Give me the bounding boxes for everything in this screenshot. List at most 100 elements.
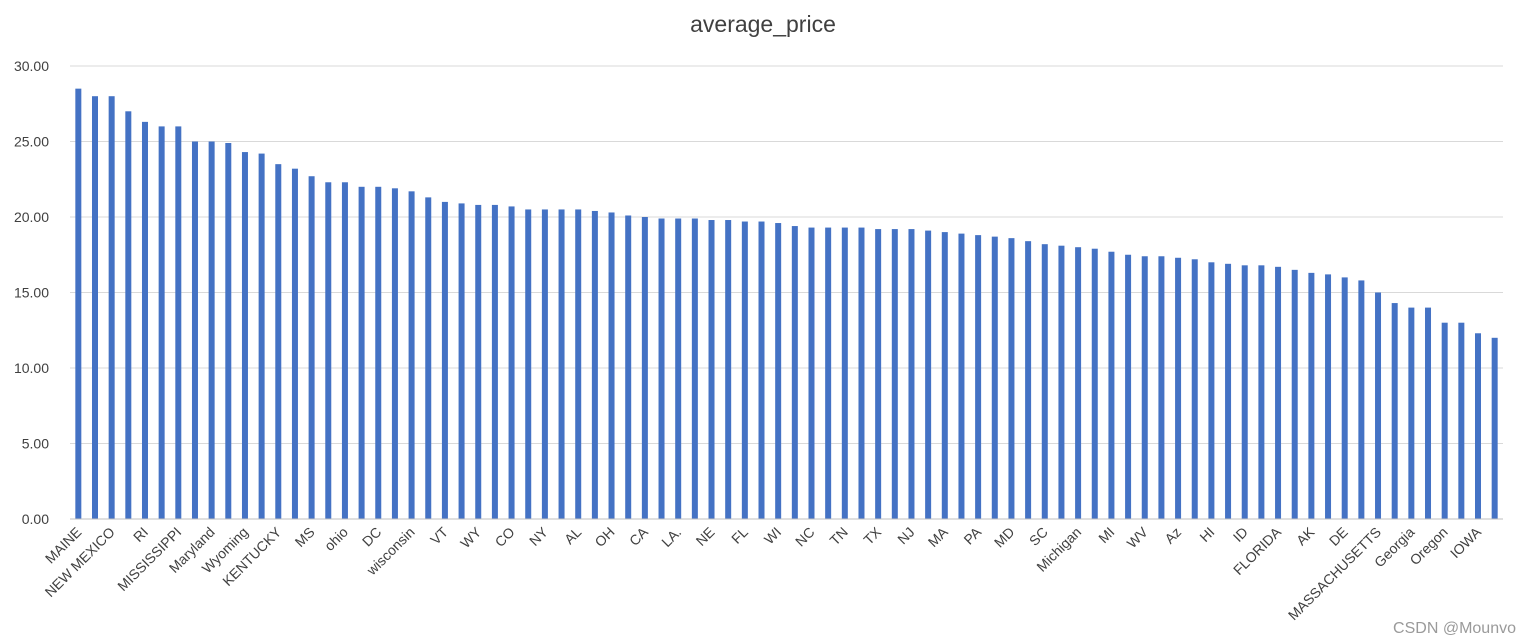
y-tick-label: 10.00 [14, 360, 49, 376]
bar [375, 186, 382, 520]
bar [591, 210, 598, 519]
bar [991, 236, 998, 519]
bar [958, 233, 965, 520]
x-tick-label: HI [1196, 524, 1217, 545]
x-tick-label: Az [1161, 524, 1184, 547]
x-tick-label: LA. [658, 524, 684, 550]
bar [191, 141, 198, 519]
bar [825, 227, 832, 519]
bar [308, 176, 315, 520]
bar [75, 88, 82, 520]
x-tick-label: OH [591, 524, 617, 550]
x-tick-label: CO [492, 524, 518, 550]
bar [908, 229, 915, 519]
bar [575, 209, 582, 519]
y-tick-label: 15.00 [14, 285, 49, 301]
bar [658, 218, 665, 519]
bar [391, 188, 398, 519]
bars [75, 88, 1498, 520]
bar [808, 227, 815, 519]
bar [1308, 272, 1315, 519]
bar [508, 206, 515, 519]
bar [925, 230, 932, 519]
bar [1491, 337, 1498, 519]
bar [558, 209, 565, 519]
bar [1191, 259, 1198, 519]
bar [275, 164, 282, 519]
bar [941, 232, 948, 519]
bar [241, 152, 248, 519]
x-tick-label: Oregon [1406, 524, 1450, 568]
bar [725, 220, 732, 519]
bar [1091, 248, 1098, 519]
bar [125, 111, 132, 520]
bar [608, 212, 615, 519]
x-tick-label: WY [457, 523, 485, 551]
x-tick-label: MA [925, 523, 952, 550]
bar [1475, 333, 1482, 519]
x-tick-label: TX [860, 523, 884, 547]
x-tick-label: ohio [321, 524, 351, 554]
bar [325, 182, 332, 519]
bar [791, 226, 798, 519]
bar [408, 191, 415, 519]
bar [175, 126, 182, 520]
bar [741, 221, 748, 519]
bar [525, 209, 532, 519]
x-tick-label: TN [826, 524, 851, 549]
x-tick-label: VT [427, 523, 451, 547]
bar [975, 235, 982, 519]
x-tick-label: FL [728, 524, 751, 547]
x-tick-label: NY [526, 523, 552, 549]
bar [641, 217, 648, 519]
x-tick-label: AK [1293, 523, 1318, 548]
bar [1075, 247, 1082, 519]
y-tick-label: 20.00 [14, 209, 49, 225]
y-tick-label: 25.00 [14, 134, 49, 150]
x-tick-label: ID [1230, 524, 1251, 545]
y-tick-label: 30.00 [14, 58, 49, 74]
bar [675, 218, 682, 519]
bar [158, 126, 165, 520]
bar [1375, 292, 1382, 519]
bar [458, 203, 465, 519]
bar [1391, 303, 1398, 519]
bar [1041, 244, 1048, 519]
bar [1408, 307, 1415, 519]
bar [1358, 280, 1365, 519]
bar [1275, 266, 1282, 519]
bar [625, 215, 632, 520]
bar [1141, 256, 1148, 519]
bar [541, 209, 548, 519]
bar [225, 143, 232, 519]
x-tick-label: AL [561, 524, 585, 548]
bar [858, 227, 865, 519]
x-tick-label: NE [693, 524, 718, 549]
x-tick-label: MD [991, 524, 1018, 551]
x-tick-label: DE [1326, 524, 1351, 549]
x-tick-label: WV [1124, 523, 1152, 551]
bar [1425, 307, 1432, 519]
bar [1325, 274, 1332, 519]
bar [1175, 257, 1182, 519]
bar [758, 221, 765, 519]
x-tick-label: MI [1095, 524, 1117, 546]
gridlines [70, 65, 1503, 444]
y-axis-ticks: 0.00 5.00 10.00 15.00 20.00 25.00 30.00 [14, 58, 49, 527]
bar [1208, 262, 1215, 519]
bar [425, 197, 432, 519]
bar [891, 229, 898, 519]
x-tick-label: CA [626, 523, 652, 549]
bar [691, 218, 698, 519]
bar [108, 96, 115, 519]
x-tick-label: PA [960, 523, 984, 547]
bar [1291, 269, 1298, 519]
bar [1225, 263, 1232, 519]
x-tick-label: RI [130, 524, 151, 545]
x-tick-label: WI [761, 524, 784, 547]
x-tick-label: MS [292, 524, 318, 550]
x-tick-label: SC [1026, 524, 1051, 549]
bar [708, 220, 715, 519]
bar [208, 141, 215, 519]
